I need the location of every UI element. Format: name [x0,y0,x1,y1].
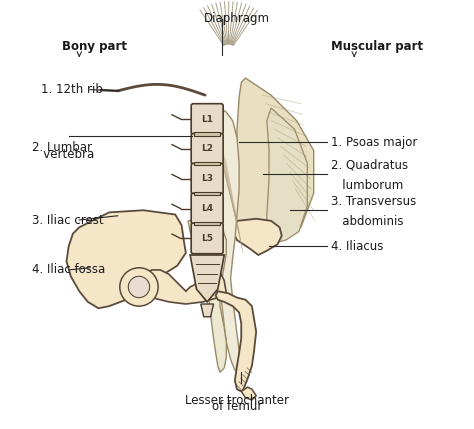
Polygon shape [188,219,227,372]
Bar [194,132,220,136]
Text: Bony part: Bony part [62,39,127,53]
Bar [194,222,220,225]
Text: of femur: of femur [212,400,262,413]
FancyBboxPatch shape [191,223,223,254]
Polygon shape [141,270,227,304]
Polygon shape [66,210,186,308]
Polygon shape [233,78,314,242]
Polygon shape [210,106,241,372]
Text: 1. 12th rib: 1. 12th rib [41,83,103,96]
Text: lumborum: lumborum [331,179,403,192]
Text: abdominis: abdominis [331,215,403,228]
Polygon shape [201,304,214,317]
Text: Muscular part: Muscular part [331,39,423,53]
Polygon shape [190,255,224,302]
FancyBboxPatch shape [191,104,223,134]
Text: L4: L4 [201,204,213,213]
Text: L2: L2 [201,145,213,153]
Polygon shape [267,108,307,242]
FancyBboxPatch shape [191,193,223,224]
FancyBboxPatch shape [191,133,223,164]
Bar [194,192,220,195]
Text: L3: L3 [201,174,213,183]
Circle shape [120,268,158,306]
Polygon shape [233,219,282,255]
Bar [194,162,220,166]
Text: 3. Iliac crest: 3. Iliac crest [32,214,104,227]
Text: 2. Lumbar: 2. Lumbar [32,141,92,154]
Text: 1. Psoas major: 1. Psoas major [331,136,417,148]
Polygon shape [216,291,256,391]
Text: 4. Iliac fossa: 4. Iliac fossa [32,263,106,276]
Text: L5: L5 [201,234,213,243]
Text: L1: L1 [201,115,213,124]
Text: Diaphragm: Diaphragm [204,12,270,25]
Polygon shape [241,387,256,400]
Text: 2. Quadratus: 2. Quadratus [331,159,408,172]
FancyBboxPatch shape [191,163,223,194]
Circle shape [128,276,150,298]
Text: vertebra: vertebra [32,148,95,161]
Text: Lesser trochanter: Lesser trochanter [185,393,289,407]
Text: 4. Iliacus: 4. Iliacus [331,240,383,253]
Text: 3. Transversus: 3. Transversus [331,195,416,208]
